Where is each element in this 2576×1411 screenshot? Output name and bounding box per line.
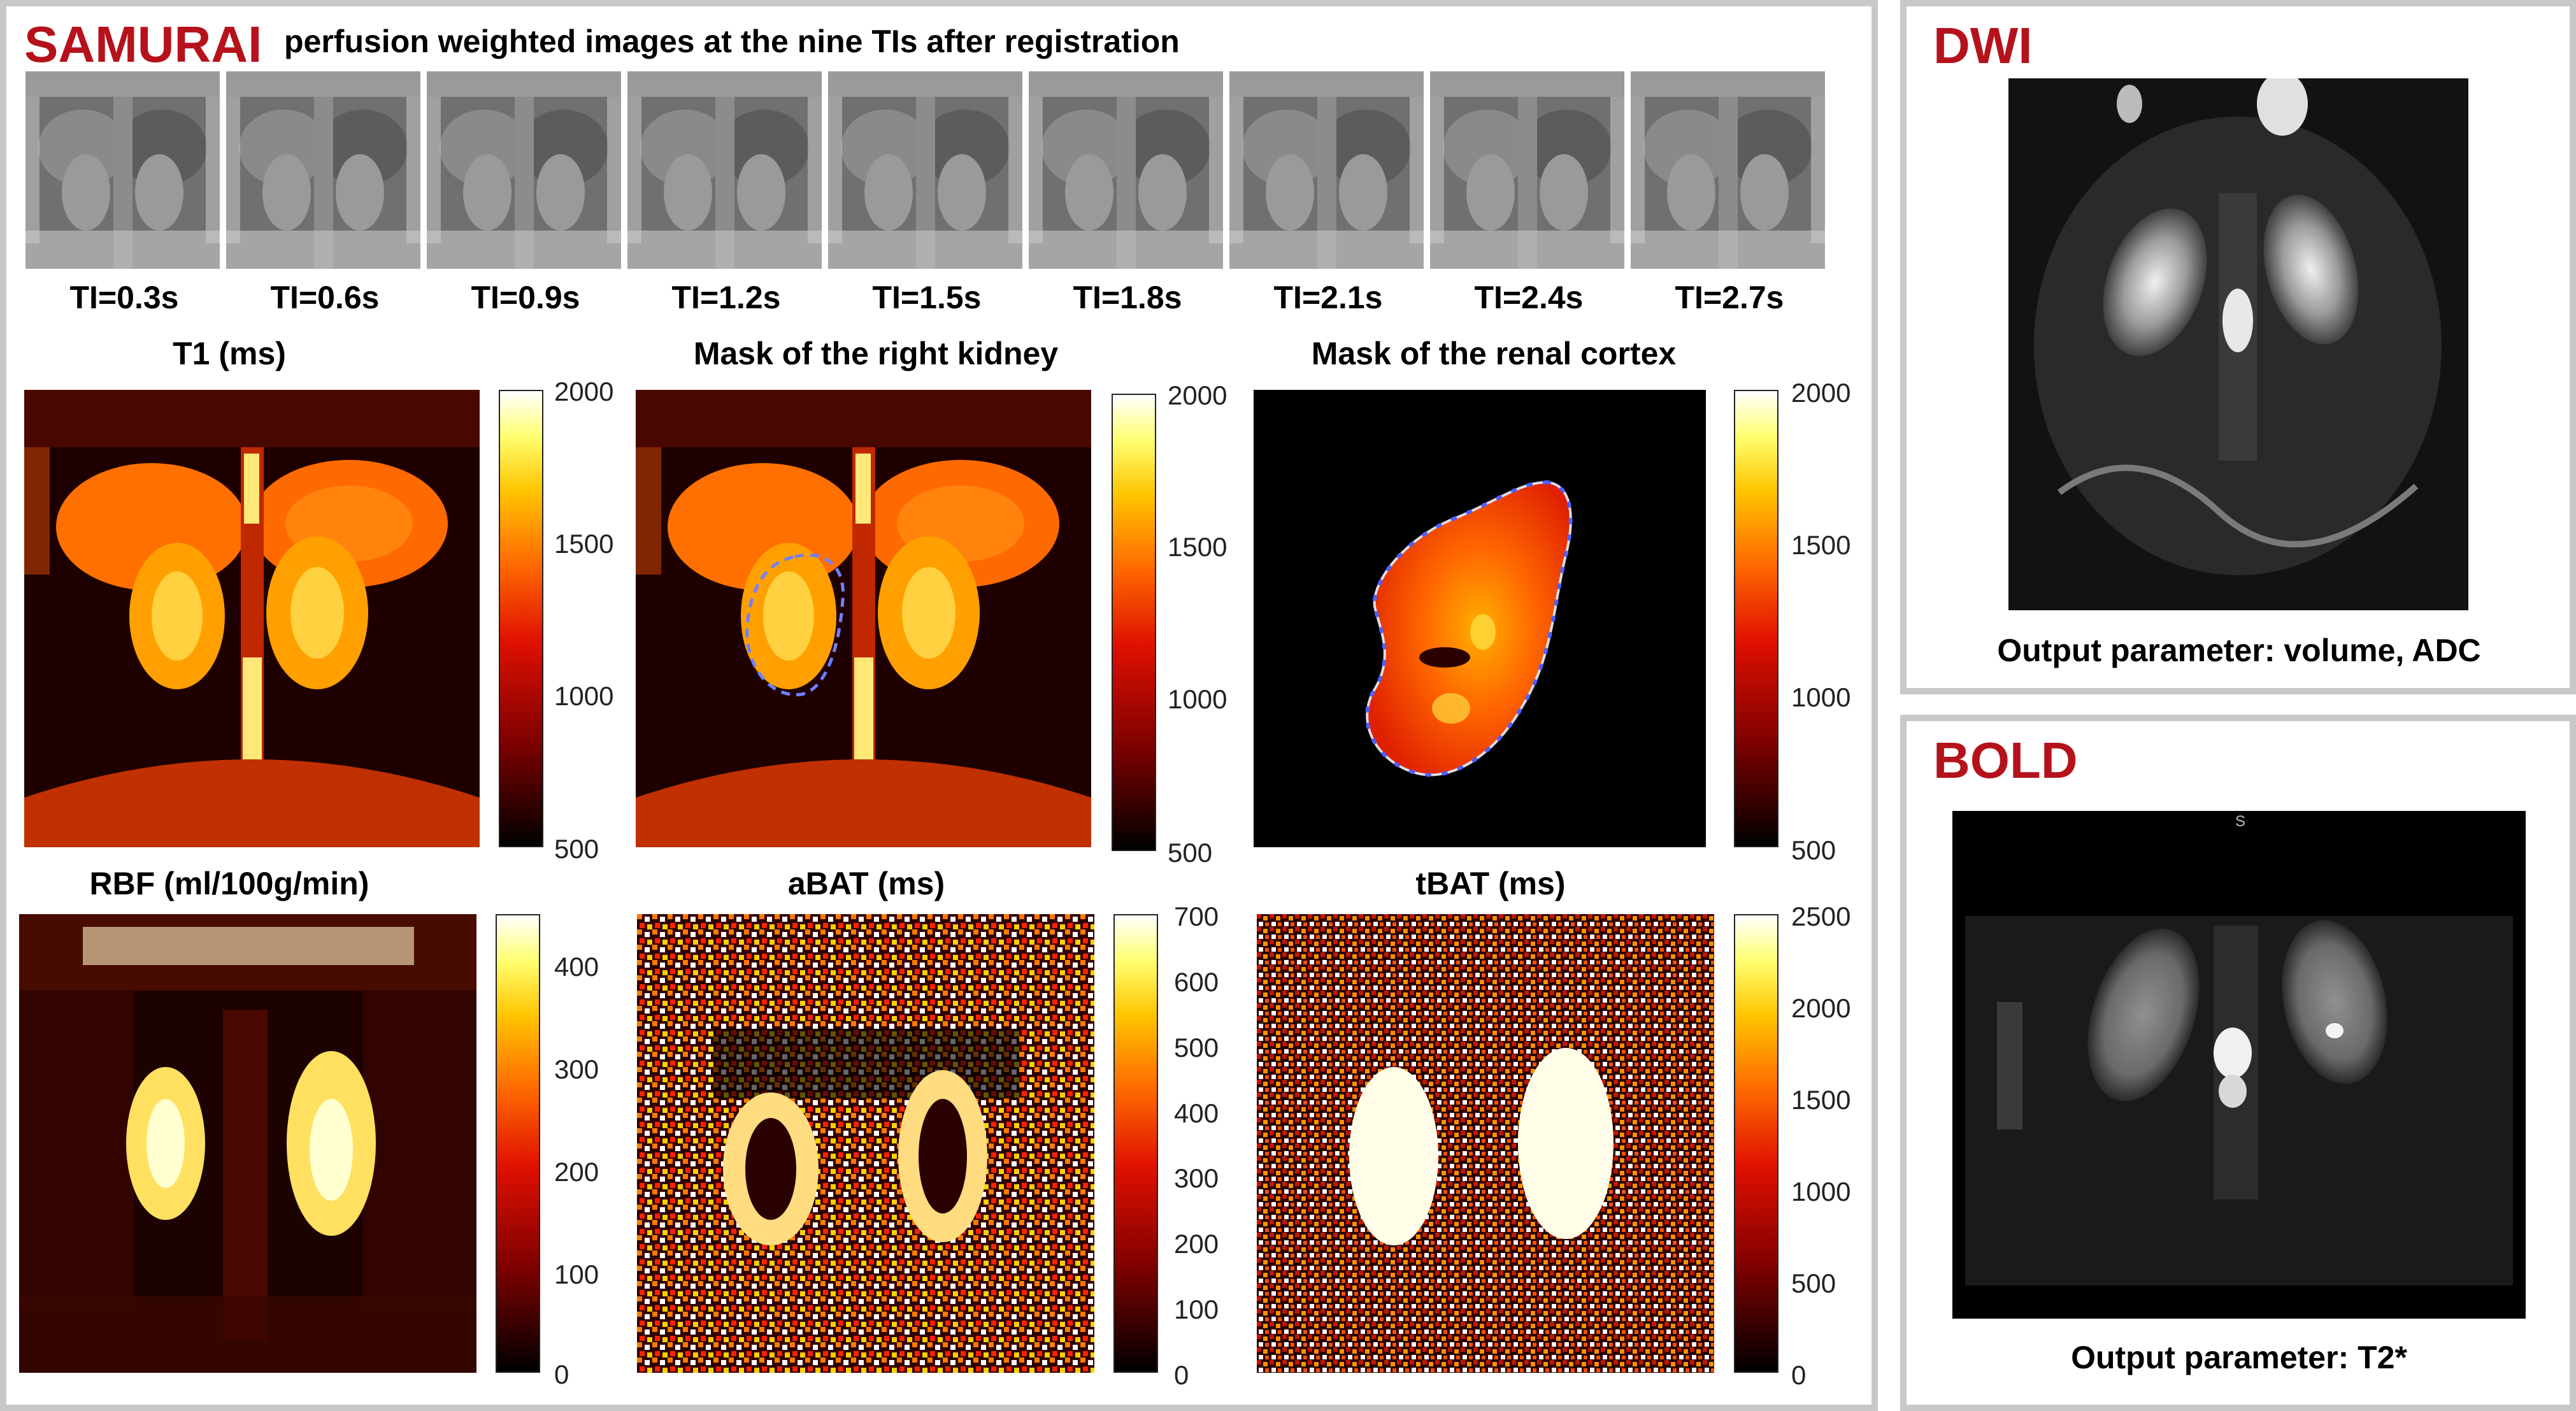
tbat-tick-2500: 2500 xyxy=(1791,901,1851,931)
tbat-map-image xyxy=(1257,914,1714,1373)
tbat-tick-0: 0 xyxy=(1791,1360,1807,1390)
kidney-mask-tick-2000: 2000 xyxy=(1168,380,1227,410)
abat-tick-700: 700 xyxy=(1174,901,1219,931)
bold-image xyxy=(1952,811,2526,1319)
dwi-output-parameter: Output parameter: volume, ADC xyxy=(1997,633,2481,668)
cortex-mask-tick-2000: 2000 xyxy=(1791,378,1851,408)
bold-output-parameter: Output parameter: T2* xyxy=(2071,1340,2407,1375)
rbf-tick-400: 400 xyxy=(554,952,599,982)
map-title-rbf: RBF (ml/100g/min) xyxy=(89,866,369,901)
map-title-tbat: tBAT (ms) xyxy=(1415,866,1566,901)
cortex-mask-tick-1000: 1000 xyxy=(1791,682,1851,712)
ti-label-4: TI=1.2s xyxy=(671,280,781,315)
t1-tick-2000: 2000 xyxy=(554,376,614,406)
ti-label-8: TI=2.4s xyxy=(1474,280,1584,315)
ti-thumbnail-8 xyxy=(1430,71,1624,269)
dwi-image xyxy=(2008,78,2468,610)
abat-tick-200: 200 xyxy=(1174,1229,1219,1259)
kidney-mask-tick-500: 500 xyxy=(1168,838,1213,868)
map-title-abat: aBAT (ms) xyxy=(787,866,945,901)
ti-label-6: TI=1.8s xyxy=(1073,280,1182,315)
ti-thumbnail-3 xyxy=(427,71,621,269)
rbf-tick-100: 100 xyxy=(554,1259,599,1289)
abat-tick-600: 600 xyxy=(1174,967,1219,997)
tbat-tick-1500: 1500 xyxy=(1791,1085,1851,1115)
right-kidney-mask-image xyxy=(636,390,1091,847)
tbat-tick-500: 500 xyxy=(1791,1268,1836,1298)
tbat-tick-1000: 1000 xyxy=(1791,1177,1851,1207)
rbf-tick-200: 200 xyxy=(554,1157,599,1187)
ti-thumbnail-9 xyxy=(1631,71,1825,269)
dwi-brand: DWI xyxy=(1933,17,2033,74)
t1-map-image xyxy=(24,390,480,847)
map-title-renal-cortex-mask: Mask of the renal cortex xyxy=(1311,336,1677,371)
rbf-tick-0: 0 xyxy=(554,1359,569,1389)
ti-label-9: TI=2.7s xyxy=(1675,280,1784,315)
ti-thumbnail-6 xyxy=(1029,71,1223,269)
rbf-tick-300: 300 xyxy=(554,1054,599,1084)
samurai-brand: SAMURAI xyxy=(24,16,262,73)
map-title-right-kidney-mask: Mask of the right kidney xyxy=(693,336,1059,371)
renal-cortex-mask-image xyxy=(1254,390,1706,847)
ti-thumbnail-5 xyxy=(828,71,1022,269)
abat-tick-400: 400 xyxy=(1174,1098,1219,1128)
ti-thumbnail-2 xyxy=(226,71,420,269)
cortex-mask-colorbar xyxy=(1734,390,1778,847)
abat-tick-500: 500 xyxy=(1174,1033,1219,1063)
abat-tick-300: 300 xyxy=(1174,1163,1219,1193)
bold-brand: BOLD xyxy=(1933,732,2078,789)
t1-tick-1000: 1000 xyxy=(554,681,614,711)
ti-label-3: TI=0.9s xyxy=(471,280,580,315)
t1-tick-500: 500 xyxy=(554,834,599,864)
tbat-tick-2000: 2000 xyxy=(1791,993,1851,1023)
bold-orientation-marker: S xyxy=(2235,813,2246,830)
rbf-map-image xyxy=(19,914,476,1373)
abat-tick-0: 0 xyxy=(1174,1360,1189,1390)
rbf-colorbar xyxy=(496,914,540,1373)
right-kidney-contour xyxy=(745,553,845,697)
tbat-colorbar xyxy=(1734,914,1778,1373)
map-title-t1: T1 (ms) xyxy=(173,336,286,371)
ti-label-7: TI=2.1s xyxy=(1273,280,1383,315)
abat-tick-100: 100 xyxy=(1174,1294,1219,1324)
ti-thumbnail-7 xyxy=(1229,71,1424,269)
cortex-mask-tick-500: 500 xyxy=(1791,835,1836,865)
samurai-subtitle: perfusion weighted images at the nine TI… xyxy=(284,24,1180,59)
ti-label-1: TI=0.3s xyxy=(69,280,179,315)
ti-label-2: TI=0.6s xyxy=(270,280,380,315)
t1-tick-1500: 1500 xyxy=(554,529,614,559)
ti-label-5: TI=1.5s xyxy=(872,280,982,315)
ti-thumbnail-4 xyxy=(627,71,822,269)
cortex-mask-tick-1500: 1500 xyxy=(1791,530,1851,560)
abat-map-image xyxy=(637,914,1094,1373)
t1-colorbar xyxy=(499,390,543,847)
abat-colorbar xyxy=(1113,914,1158,1373)
kidney-mask-tick-1000: 1000 xyxy=(1168,684,1227,714)
kidney-mask-colorbar xyxy=(1112,394,1156,851)
ti-thumbnail-1 xyxy=(25,71,220,269)
kidney-mask-tick-1500: 1500 xyxy=(1168,532,1227,562)
